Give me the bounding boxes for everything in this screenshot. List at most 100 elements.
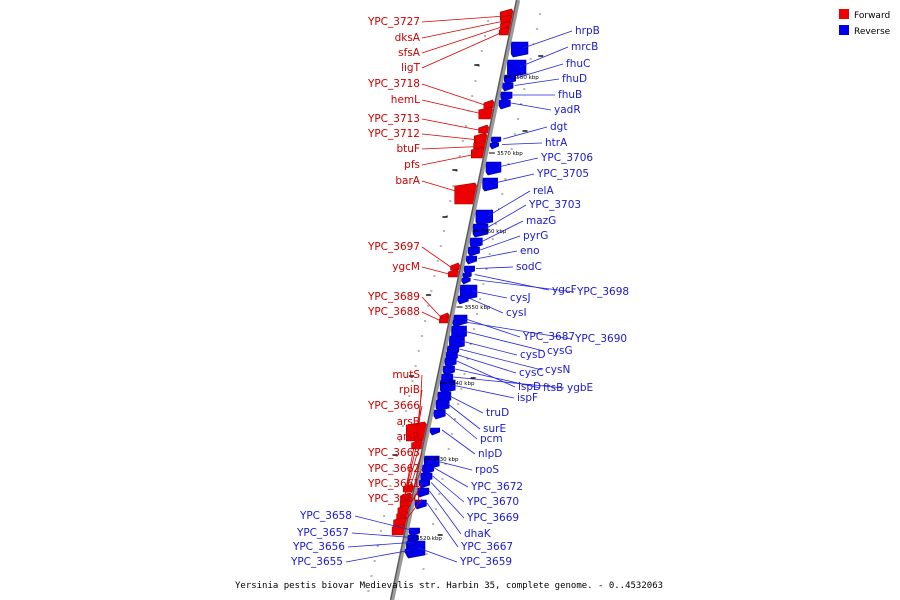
forward-gene-box xyxy=(478,124,490,134)
reverse-gene-label: YPC_3690 xyxy=(574,333,627,345)
reverse-leader-line xyxy=(461,340,518,356)
reverse-leader-line xyxy=(447,403,481,430)
reverse-gene-label: YPC_3705 xyxy=(536,168,589,180)
forward-leader-line xyxy=(405,405,423,490)
scale-tick-label: 3550 kbp xyxy=(465,305,491,311)
reverse-gene-box xyxy=(433,409,446,420)
reverse-leader-line xyxy=(516,63,564,79)
reverse-gene-box xyxy=(489,142,499,150)
scale-tick-label: 3570 kbp xyxy=(497,151,523,157)
reverse-leader-line xyxy=(449,395,484,414)
reverse-leader-line xyxy=(351,532,412,538)
reverse-gene-label: ygbE xyxy=(567,382,593,394)
forward-gene-box xyxy=(448,268,460,278)
reverse-gene-box xyxy=(502,82,514,92)
reverse-gene-box xyxy=(442,365,455,376)
forward-leader-line xyxy=(397,498,423,532)
reverse-gene-box xyxy=(417,487,430,498)
reverse-gene-label: cysJ xyxy=(510,292,531,304)
reverse-leader-line xyxy=(456,360,516,388)
forward-leader-line xyxy=(421,311,442,322)
reverse-gene-box xyxy=(463,265,475,275)
reverse-gene-label: htrA xyxy=(545,137,568,149)
reverse-gene-box xyxy=(507,59,527,78)
reverse-leader-line xyxy=(430,482,465,519)
scale-tick-label: 3580 kbp xyxy=(513,75,539,81)
forward-leader-line xyxy=(403,421,423,500)
reverse-leader-line xyxy=(523,30,573,49)
reverse-gene-label: YPC_3670 xyxy=(466,496,519,508)
reverse-leader-line xyxy=(464,321,573,340)
reverse-leader-line xyxy=(469,298,504,314)
reverse-gene-box xyxy=(472,223,489,238)
scale-tick-label: 3540 kbp xyxy=(449,381,475,387)
reverse-gene-box xyxy=(490,136,502,145)
reverse-gene-label: YPC_3669 xyxy=(466,512,519,524)
reverse-gene-label: truD xyxy=(486,407,509,419)
forward-gene-box xyxy=(483,99,495,109)
reverse-gene-box xyxy=(485,161,502,176)
reverse-gene-box xyxy=(500,91,513,102)
reverse-gene-label: nlpD xyxy=(478,448,502,460)
reverse-gene-box xyxy=(435,399,450,412)
legend-forward-swatch xyxy=(839,9,849,19)
legend-reverse-label: Reverse xyxy=(854,27,891,37)
forward-gene-label: YPC_3662 xyxy=(367,463,420,475)
forward-leader-line xyxy=(421,153,477,166)
forward-gene-label: ygcM xyxy=(392,261,420,273)
reverse-gene-label: yadR xyxy=(554,104,581,116)
reverse-leader-line xyxy=(472,290,508,299)
forward-leader-line xyxy=(421,296,442,319)
reverse-gene-label: cysI xyxy=(506,307,527,319)
forward-gene-label: YPC_3697 xyxy=(367,241,420,253)
reverse-leader-line xyxy=(501,142,543,145)
forward-gene-label: YPC_3661 xyxy=(367,478,420,490)
reverse-gene-label: surE xyxy=(483,423,506,435)
forward-gene-label: YPC_3718 xyxy=(367,78,420,90)
forward-leader-line xyxy=(402,436,423,505)
gene-labels: YPC_3727 dksA sfsA ligT YPC_3718 hemL YPC_3713… xyxy=(290,16,629,568)
reverse-gene-label: sodC xyxy=(516,261,542,273)
reverse-leader-line xyxy=(479,235,521,251)
reverse-gene-label: YPC_3672 xyxy=(470,481,523,493)
scale-tick-label: 3530 kbp xyxy=(433,457,459,463)
reverse-gene-box xyxy=(429,427,441,436)
reverse-gene-box xyxy=(444,357,457,368)
reverse-gene-label: YPC_3667 xyxy=(460,541,513,553)
reverse-gene-box xyxy=(467,246,480,257)
forward-leader-line xyxy=(421,146,478,150)
reverse-leader-line xyxy=(429,490,462,535)
reverse-gene-label: cysC xyxy=(519,367,544,379)
reverse-leader-line xyxy=(463,330,545,352)
forward-leader-line xyxy=(421,20,505,39)
forward-leader-line xyxy=(421,266,451,275)
reverse-leader-line xyxy=(432,475,465,503)
forward-leader-line xyxy=(399,468,423,518)
reverse-gene-label: fhuD xyxy=(562,73,587,85)
reverse-gene-box xyxy=(482,177,498,192)
forward-leader-line xyxy=(421,180,470,196)
forward-gene-label: YPC_3727 xyxy=(367,16,420,28)
reverse-gene-label: fhuC xyxy=(566,58,590,70)
legend: Forward Reverse xyxy=(839,9,891,37)
reverse-leader-line xyxy=(476,266,514,269)
reverse-gene-label: ygcF xyxy=(552,284,577,296)
reverse-gene-box xyxy=(465,255,478,265)
forward-gene-label: YPC_3663 xyxy=(367,447,420,459)
reverse-leader-line xyxy=(441,429,476,455)
reverse-gene-box xyxy=(418,479,431,489)
reverse-leader-line xyxy=(445,412,478,440)
forward-gene-label: hemL xyxy=(391,94,420,106)
forward-leader-line xyxy=(421,133,480,141)
forward-leader-line xyxy=(421,99,485,115)
reverse-gene-label: YPC_3656 xyxy=(292,541,345,553)
forward-gene-label: YPC_3713 xyxy=(367,113,420,125)
forward-gene-label: ligT xyxy=(401,62,420,74)
scale-tick-label: 3560 kbp xyxy=(480,229,506,235)
reverse-leader-line xyxy=(487,190,531,217)
reverse-leader-line xyxy=(459,348,543,371)
forward-gene-label: YPC_3712 xyxy=(367,128,420,140)
legend-reverse-swatch xyxy=(839,25,849,35)
reverse-gene-box xyxy=(422,464,435,475)
reverse-gene-label: cysN xyxy=(545,364,570,376)
